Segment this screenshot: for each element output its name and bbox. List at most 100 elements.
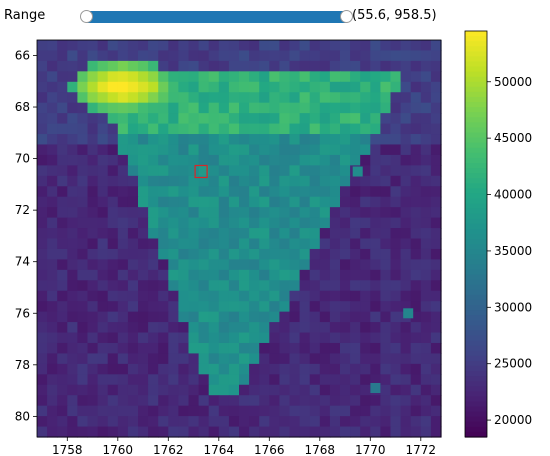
heatmap-cell [87,92,99,104]
heatmap-cell [340,60,351,72]
colorbar-segment [465,91,487,98]
colorbar-tick-label: 45000 [494,131,532,145]
heatmap-cell [380,196,392,208]
heatmap-cell [319,92,331,104]
heatmap-cell [97,426,109,438]
heatmap-cell [430,259,442,271]
heatmap-cell [360,353,371,365]
heatmap-cell [188,196,200,208]
heatmap-cell [360,113,371,125]
heatmap-cell [168,102,179,114]
heatmap-cell [400,269,412,281]
heatmap-cell [138,186,149,198]
heatmap-cell [390,186,402,198]
heatmap-cell [289,186,301,198]
heatmap-cell [208,395,220,407]
heatmap-cell [198,154,210,166]
heatmap-cell [107,269,119,281]
heatmap-cell [249,280,260,292]
heatmap-cell [37,374,48,386]
heatmap-cell [198,426,210,438]
heatmap-cell [117,363,129,375]
heatmap-cell [239,144,250,156]
heatmap-cell [107,311,119,323]
heatmap-cell [329,269,341,281]
heatmap-cell [319,71,331,83]
heatmap-cell [97,165,109,177]
heatmap-cell [430,280,442,292]
heatmap-cell [360,280,371,292]
heatmap-cell [117,259,129,271]
heatmap-cell [138,332,149,344]
heatmap-cell [239,50,250,62]
y-tick-label: 76 [15,306,30,320]
heatmap-cell [87,405,99,417]
heatmap-cell [390,395,402,407]
heatmap-cell [380,50,392,62]
heatmap-cell [208,123,220,135]
heatmap-cell [37,342,48,355]
heatmap-cell [420,196,432,208]
heatmap-cell [168,280,179,292]
heatmap-cell [47,416,58,428]
heatmap-cell [239,196,250,208]
heatmap-cell [188,395,200,407]
heatmap-cell [148,280,159,292]
heatmap-cell [87,50,99,62]
heatmap-cell [158,71,169,83]
heatmap-cell [249,248,260,260]
heatmap-cell [158,363,169,375]
heatmap-cell [410,363,422,375]
heatmap-cell [279,217,291,229]
heatmap-cell [249,81,260,93]
heatmap-cell [420,228,432,240]
heatmap-cell [37,92,48,104]
heatmap-cell [350,416,361,428]
heatmap-cell [178,175,190,187]
y-tick-label: 70 [15,152,30,166]
heatmap-cell [390,154,402,166]
heatmap-cell [57,228,68,240]
heatmap-cell [350,301,361,313]
colorbar-segment [465,71,487,78]
heatmap-cell [138,40,149,52]
heatmap-cell [218,280,230,292]
heatmap-cell [380,134,392,146]
heatmap-cell [57,186,68,198]
heatmap-cell [400,426,412,438]
heatmap-cell [148,322,159,334]
heatmap-cell [299,196,311,208]
heatmap-cell [117,374,129,386]
range-slider-min-handle[interactable] [80,10,93,23]
heatmap-cell [178,395,190,407]
heatmap-cell [188,384,200,396]
heatmap-cell [420,269,432,281]
heatmap-cell [319,280,331,292]
heatmap-cell [309,144,321,156]
heatmap-cell [249,102,260,114]
heatmap-cell [148,228,159,240]
heatmap-cell [239,301,250,313]
heatmap-cell [259,311,270,323]
heatmap-cell [87,81,99,93]
heatmap-cell [299,113,311,125]
colorbar-segment [465,239,487,245]
heatmap-cell [360,374,371,386]
heatmap-cell [309,416,321,428]
heatmap-cell [87,269,99,281]
heatmap-cell [239,60,250,72]
heatmap-cell [380,269,392,281]
heatmap-cell [360,217,371,229]
heatmap-cell [370,374,381,386]
heatmap-cell [107,426,119,438]
heatmap-cell [329,290,341,302]
heatmap-cell [47,426,58,438]
range-slider-track[interactable] [87,11,346,23]
heatmap-cell [299,248,311,260]
heatmap-cell [127,269,139,281]
heatmap-cell [208,217,220,229]
heatmap-cell [370,102,381,114]
range-slider-max-handle[interactable] [340,10,353,23]
heatmap-cell [188,248,200,260]
heatmap-cell [188,228,200,240]
